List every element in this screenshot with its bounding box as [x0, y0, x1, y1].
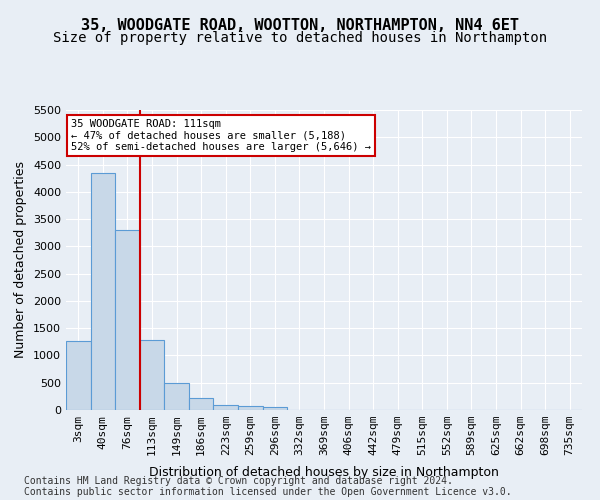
- Text: 35, WOODGATE ROAD, WOOTTON, NORTHAMPTON, NN4 6ET: 35, WOODGATE ROAD, WOOTTON, NORTHAMPTON,…: [81, 18, 519, 32]
- Bar: [164, 384, 189, 410]
- Y-axis label: Number of detached properties: Number of detached properties: [14, 162, 28, 358]
- Text: Contains HM Land Registry data © Crown copyright and database right 2024.: Contains HM Land Registry data © Crown c…: [24, 476, 453, 486]
- Text: Size of property relative to detached houses in Northampton: Size of property relative to detached ho…: [53, 31, 547, 45]
- Bar: [91, 174, 115, 410]
- Bar: [214, 405, 238, 410]
- Text: Contains public sector information licensed under the Open Government Licence v3: Contains public sector information licen…: [24, 487, 512, 497]
- X-axis label: Distribution of detached houses by size in Northampton: Distribution of detached houses by size …: [149, 466, 499, 479]
- Bar: [115, 230, 140, 410]
- Text: 35 WOODGATE ROAD: 111sqm
← 47% of detached houses are smaller (5,188)
52% of sem: 35 WOODGATE ROAD: 111sqm ← 47% of detach…: [71, 119, 371, 152]
- Bar: [189, 398, 214, 410]
- Bar: [238, 406, 263, 410]
- Bar: [140, 340, 164, 410]
- Bar: [263, 407, 287, 410]
- Bar: [66, 340, 91, 410]
